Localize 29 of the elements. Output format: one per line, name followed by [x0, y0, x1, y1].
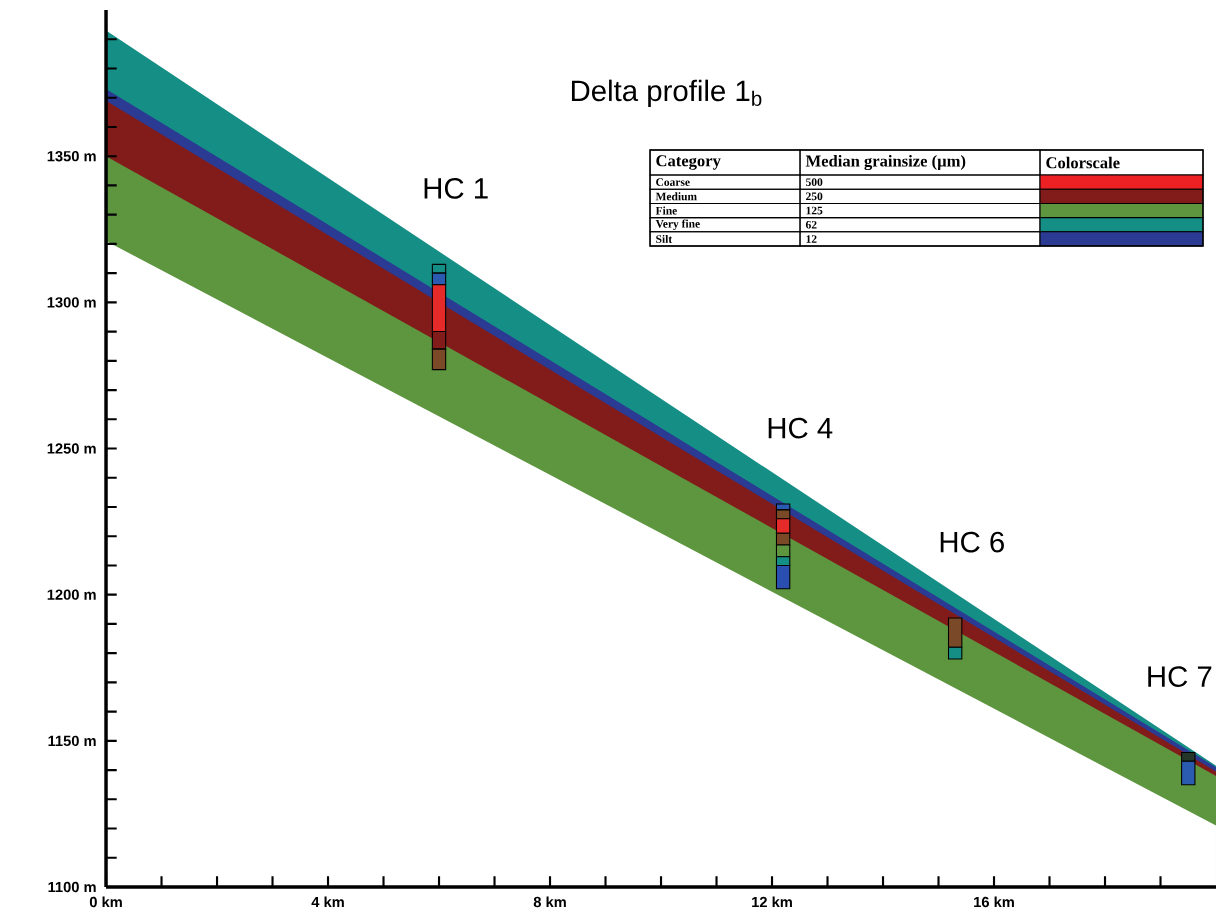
y-tick-label: 1250 m	[47, 443, 96, 454]
text: 500	[806, 178, 823, 187]
y-tick-label: 1150 m	[48, 735, 96, 747]
category-label: Coarse	[656, 178, 690, 186]
x-tick-label: 8 km	[533, 896, 566, 908]
text: 12	[806, 235, 817, 243]
y-tick-label: 1350 m	[47, 150, 96, 162]
text: 125	[806, 206, 823, 215]
category-label: Fine	[655, 206, 677, 215]
annotation: HC 6	[940, 531, 1004, 553]
x-tick-label: 0 km	[89, 896, 122, 908]
text: Delta profile 1$_{b}$	[571, 79, 762, 108]
annotation: Colorscale	[1046, 156, 1120, 169]
category-label: Silt	[656, 234, 673, 243]
category-label: Very fine	[655, 219, 700, 230]
text: 250	[806, 192, 823, 201]
annotation: HC 4	[768, 417, 833, 439]
y-tick-label: 1300 m	[47, 297, 96, 308]
annotation: Category	[656, 155, 721, 170]
annotation: HC 1	[424, 177, 488, 199]
x-tick-label: 12 km	[752, 896, 792, 908]
y-tick-label: 1200 m	[47, 589, 96, 600]
x-tick-label: 16 km	[974, 896, 1014, 908]
category-label: Medium	[655, 192, 697, 201]
text: 62	[805, 220, 817, 229]
y-tick-label: 1100 m	[48, 881, 96, 893]
annotation: HC 7	[1148, 666, 1212, 687]
x-tick-label: 4 km	[311, 896, 344, 908]
annotation: Median grainsize (µm)	[805, 154, 966, 171]
